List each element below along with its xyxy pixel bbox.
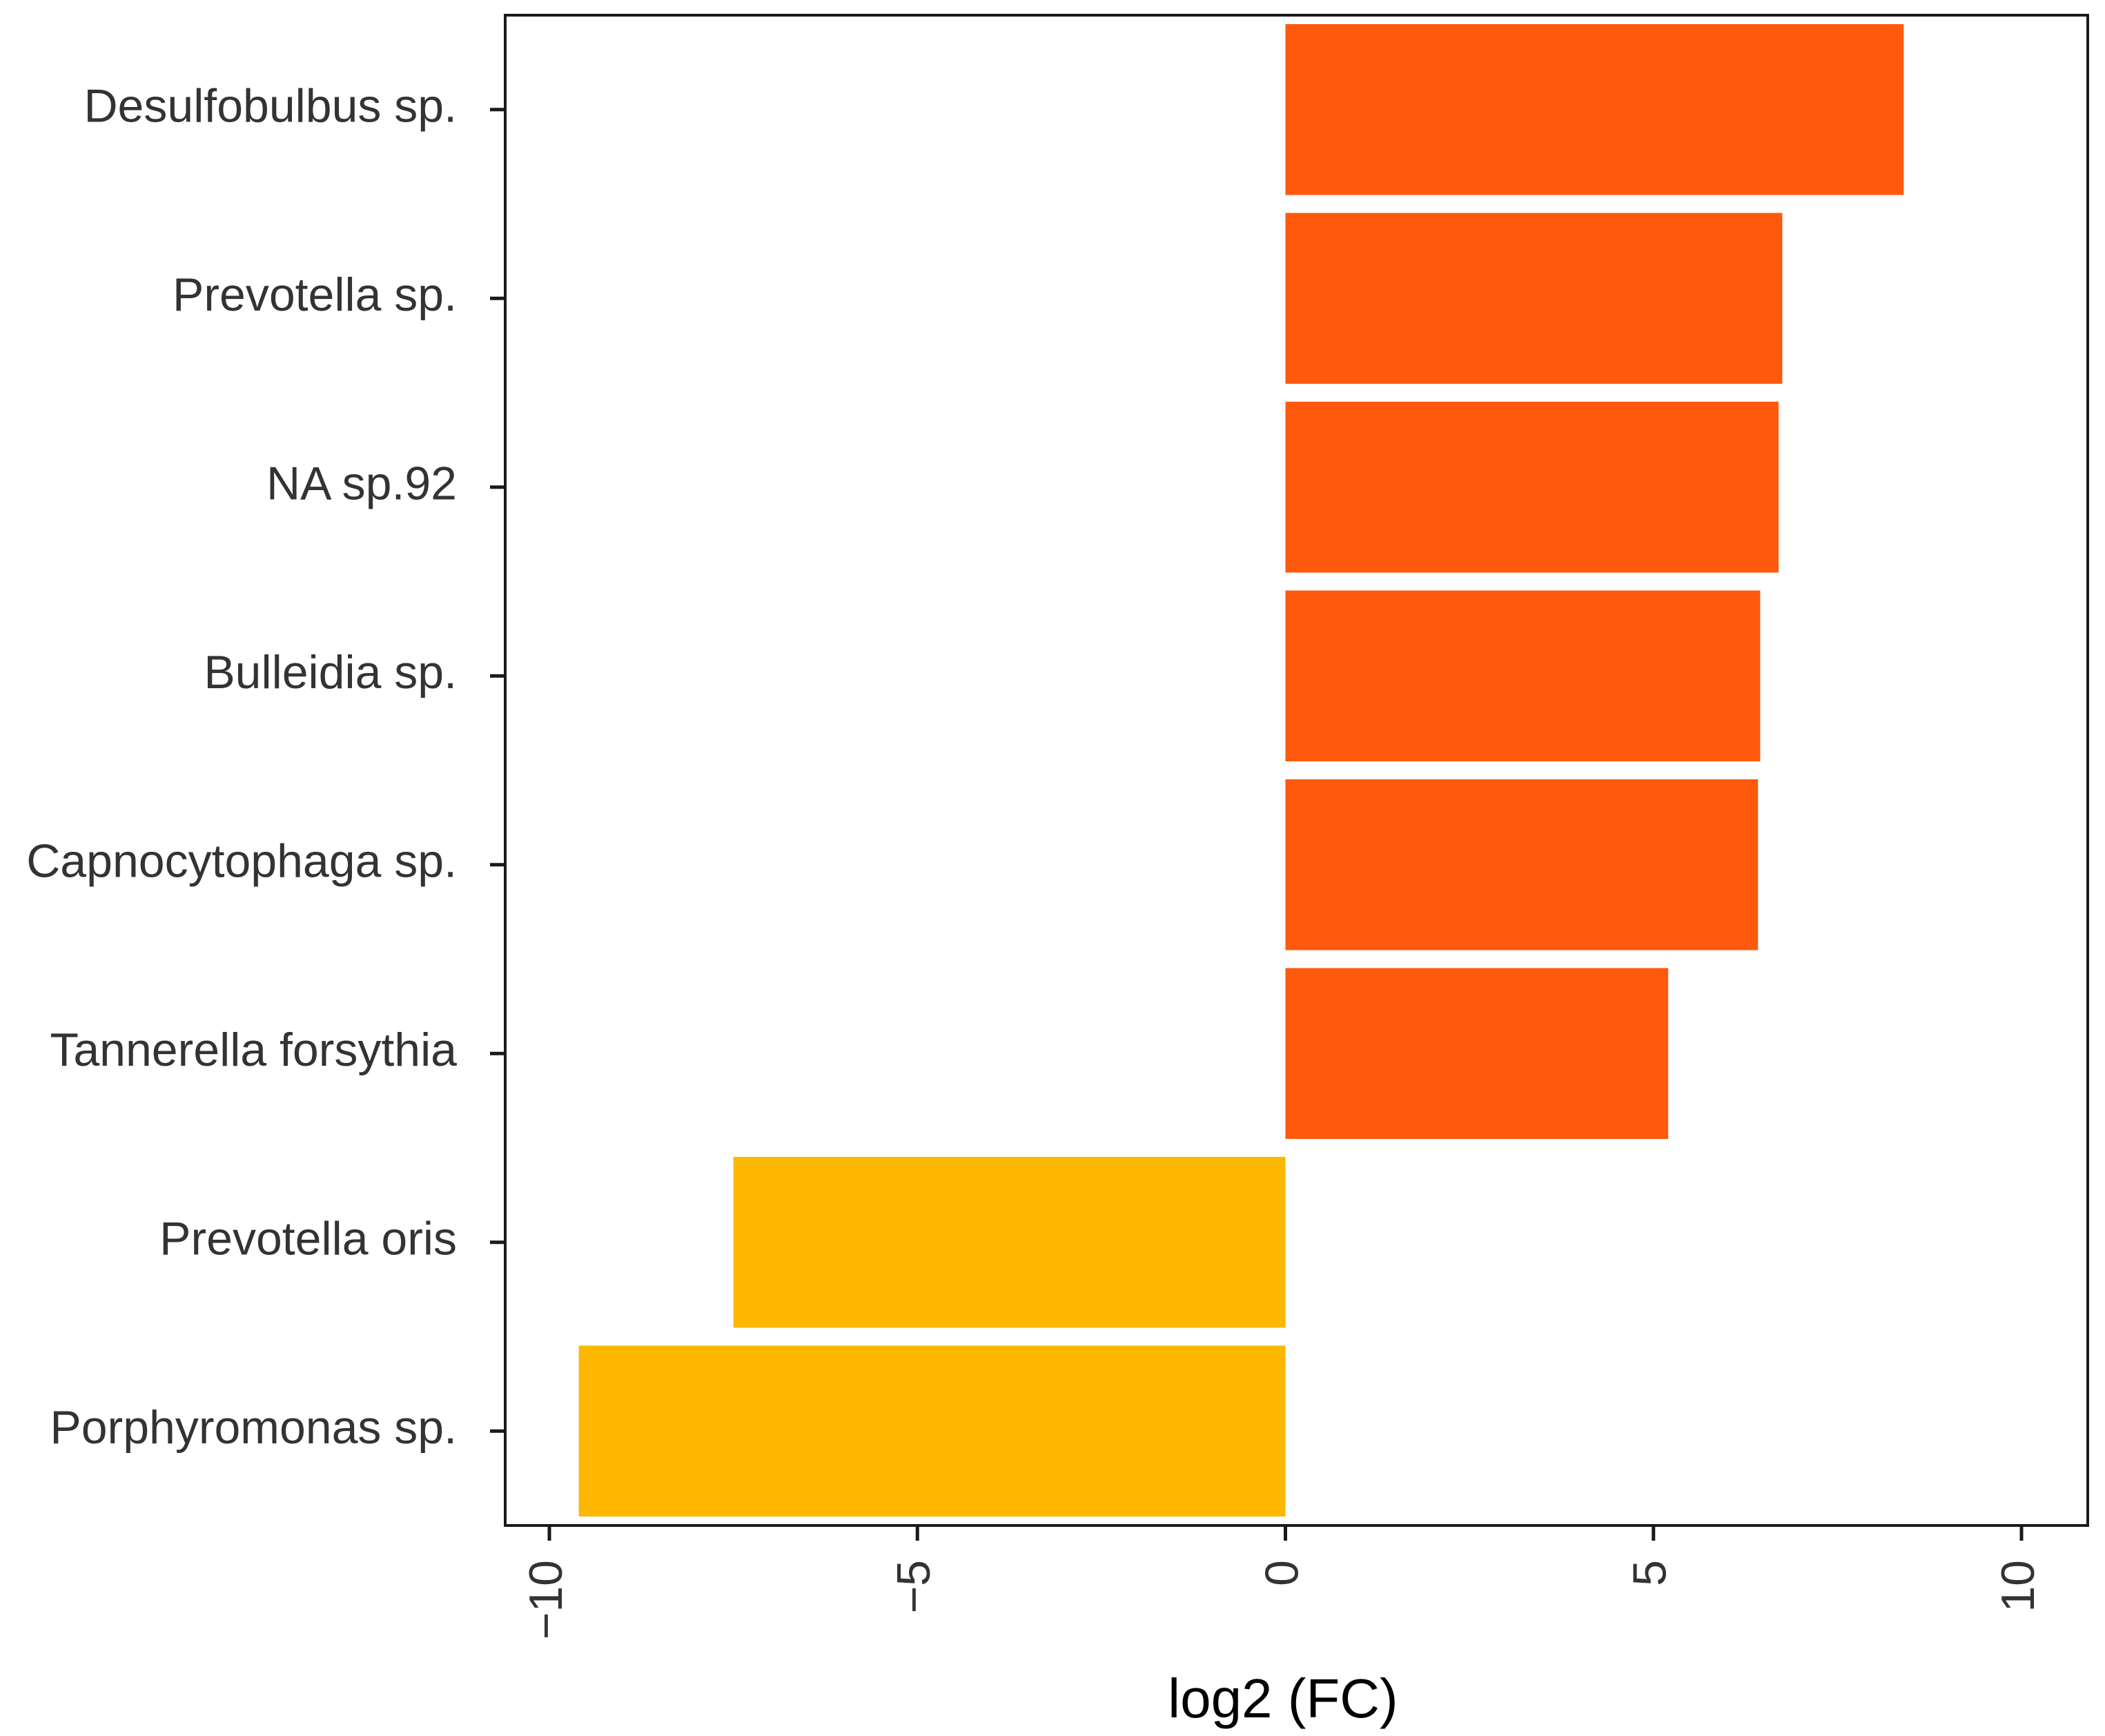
bar-tannerella-forsythia	[1285, 968, 1669, 1140]
y-tick-label: Desulfobulbus sp.	[84, 80, 457, 133]
plot-border	[504, 14, 2089, 1527]
y-tick-label: Tannerella forsythia	[50, 1024, 457, 1076]
y-tick-label: Capnocytophaga sp.	[26, 835, 457, 888]
bar-prevotella-sp	[1285, 213, 1783, 384]
x-tick-label: −10	[520, 1560, 572, 1639]
x-axis-title: log2 (FC)	[1168, 1668, 1398, 1729]
bar-bulleidia-sp	[1285, 590, 1761, 762]
bar-na-sp-92	[1285, 401, 1779, 573]
x-tick-label: 0	[1255, 1560, 1308, 1586]
x-tick-label: 5	[1624, 1560, 1676, 1586]
y-tick-label: Bulleidia sp.	[204, 646, 457, 699]
x-axis: −10 −5 0 5 10	[520, 1525, 2044, 1639]
y-tick-label: Prevotella oris	[159, 1213, 457, 1265]
bar-desulfobulbus-sp	[1285, 23, 1904, 195]
y-axis: Desulfobulbus sp. Prevotella sp. NA sp.92 B…	[26, 80, 505, 1454]
bar-porphyromonas-sp	[578, 1345, 1286, 1517]
bar-capnocytophaga-sp	[1285, 779, 1759, 950]
x-tick-label: −5	[888, 1560, 940, 1614]
bars-group	[578, 23, 1904, 1517]
x-tick-label: 10	[1992, 1560, 2044, 1612]
y-tick-label: NA sp.92	[266, 458, 457, 510]
bar-prevotella-oris	[733, 1156, 1286, 1328]
y-tick-label: Prevotella sp.	[173, 269, 457, 321]
y-tick-label: Porphyromonas sp.	[50, 1401, 457, 1454]
